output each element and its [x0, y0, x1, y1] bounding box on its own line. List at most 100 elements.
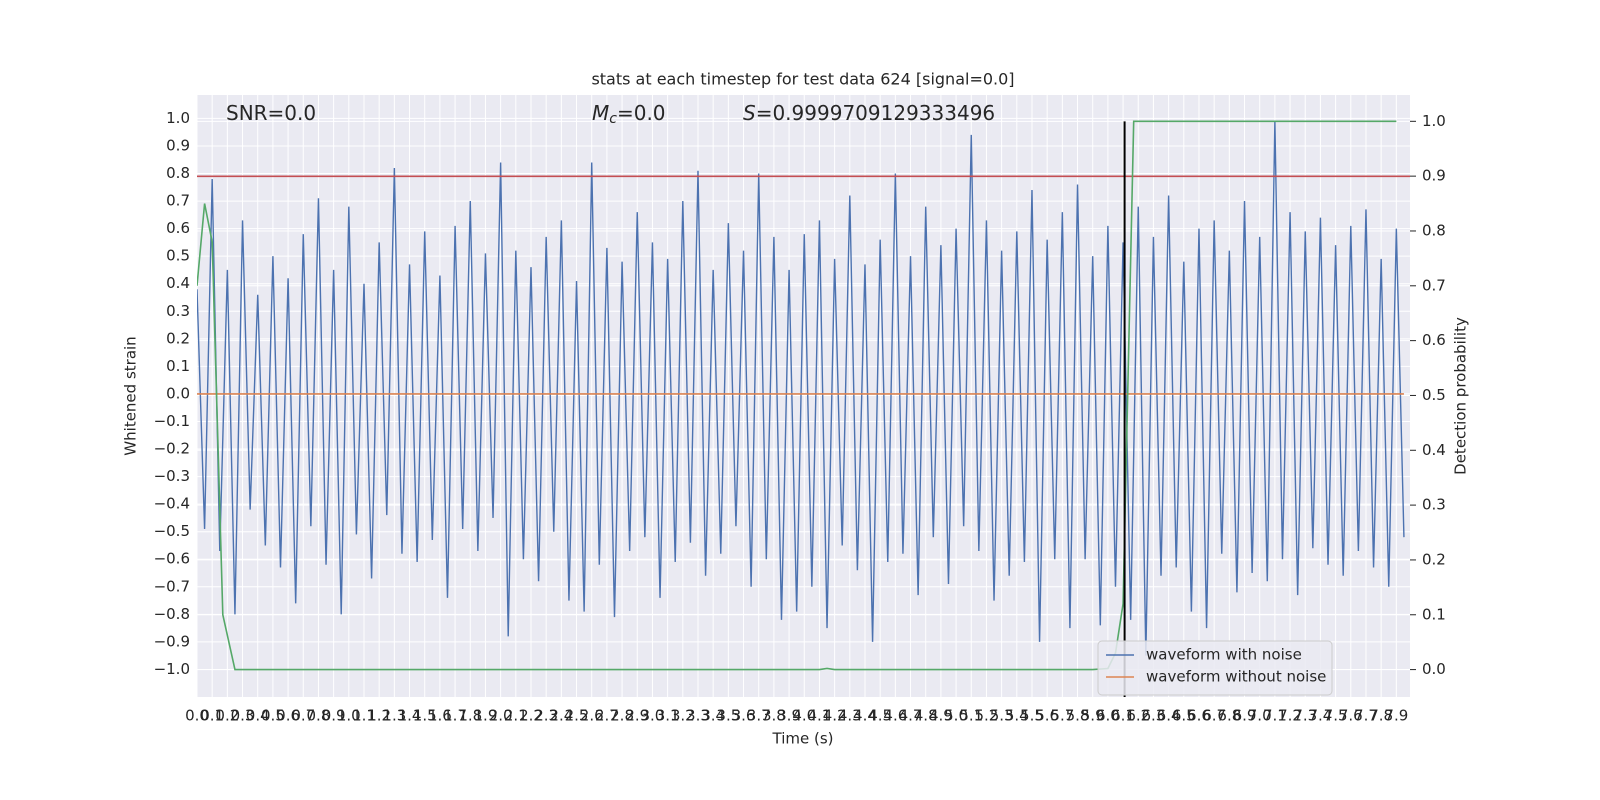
legend-label: waveform with noise — [1146, 646, 1302, 664]
x-tick-label: 6.5 — [1172, 707, 1196, 725]
x-tick-label: 2.5 — [565, 707, 589, 725]
annotation-subscript: c — [609, 111, 617, 127]
x-tick-label: 3.7 — [747, 707, 771, 725]
x-tick-label: 7.6 — [1339, 707, 1363, 725]
x-tick-label: 6.6 — [1187, 707, 1211, 725]
y-tick-label: −0.3 — [154, 467, 190, 485]
x-tick-label: 3.9 — [777, 707, 801, 725]
x-tick-label: 1.6 — [428, 707, 452, 725]
x-tick-label: 0.3 — [231, 707, 255, 725]
annotation-symbol: S — [743, 101, 756, 125]
y-tick-label: 0.9 — [166, 136, 190, 154]
annotation-text: =0.0 — [617, 101, 666, 125]
x-tick-label: 5.5 — [1020, 707, 1044, 725]
x-tick-label: 4.8 — [914, 707, 938, 725]
annotation-text: =0.9999709129333496 — [756, 101, 995, 125]
x-tick-label: 2.4 — [549, 707, 573, 725]
y2-tick-label: 1.0 — [1422, 112, 1446, 130]
x-tick-label: 4.3 — [838, 707, 862, 725]
x-tick-label: 0.0 — [185, 707, 209, 725]
chart-title: stats at each timestep for test data 624… — [591, 70, 1014, 89]
x-tick-label: 5.9 — [1081, 707, 1105, 725]
x-tick-label: 0.7 — [291, 707, 315, 725]
x-tick-label: 3.6 — [732, 707, 756, 725]
x-tick-label: 4.9 — [929, 707, 953, 725]
y-tick-label: 0.0 — [166, 384, 190, 402]
y2-tick-label: 0.0 — [1422, 660, 1446, 678]
annotation: Mc=0.0 — [592, 101, 666, 128]
x-tick-label: 1.9 — [474, 707, 498, 725]
x-tick-label: 4.0 — [792, 707, 816, 725]
x-tick-label: 5.7 — [1050, 707, 1074, 725]
x-tick-label: 7.5 — [1324, 707, 1348, 725]
x-tick-label: 0.1 — [200, 707, 224, 725]
x-tick-label: 1.3 — [382, 707, 406, 725]
y-tick-label: 0.3 — [166, 302, 190, 320]
y2-tick-label: 0.5 — [1422, 386, 1446, 404]
y-tick-label: −0.4 — [154, 495, 190, 513]
x-tick-label: 0.9 — [322, 707, 346, 725]
x-tick-label: 6.8 — [1217, 707, 1241, 725]
x-tick-label: 2.8 — [610, 707, 634, 725]
x-axis-label: Time (s) — [772, 730, 834, 748]
x-tick-label: 6.7 — [1202, 707, 1226, 725]
x-tick-label: 4.6 — [883, 707, 907, 725]
x-tick-label: 1.5 — [413, 707, 437, 725]
y-tick-label: 0.2 — [166, 329, 190, 347]
annotation: SNR=0.0 — [226, 101, 316, 125]
annotation: S=0.9999709129333496 — [743, 101, 995, 125]
x-tick-label: 2.9 — [625, 707, 649, 725]
x-tick-label: 5.1 — [959, 707, 983, 725]
x-tick-label: 7.1 — [1263, 707, 1287, 725]
y2-tick-label: 0.1 — [1422, 605, 1446, 623]
x-tick-label: 4.7 — [899, 707, 923, 725]
y2-tick-label: 0.4 — [1422, 441, 1446, 459]
y2-tick-label: 0.7 — [1422, 276, 1446, 294]
x-tick-label: 5.3 — [990, 707, 1014, 725]
x-tick-label: 7.7 — [1354, 707, 1378, 725]
x-tick-label: 1.7 — [443, 707, 467, 725]
x-tick-label: 5.4 — [1005, 707, 1029, 725]
y-tick-label: −0.7 — [154, 577, 190, 595]
annotation-symbol: M — [592, 101, 609, 125]
x-tick-label: 0.8 — [307, 707, 331, 725]
x-tick-label: 3.8 — [762, 707, 786, 725]
y-tick-label: −0.2 — [154, 440, 190, 458]
x-tick-label: 3.5 — [716, 707, 740, 725]
y-tick-label: 1.0 — [166, 109, 190, 127]
series-line — [197, 121, 1405, 656]
x-tick-label: 2.7 — [595, 707, 619, 725]
x-tick-label: 6.3 — [1142, 707, 1166, 725]
y-tick-label: 0.1 — [166, 357, 190, 375]
x-tick-label: 0.4 — [246, 707, 270, 725]
x-tick-label: 0.6 — [276, 707, 300, 725]
y-axis-label: Whitened strain — [122, 336, 140, 455]
legend-box — [1097, 640, 1333, 696]
x-tick-label: 7.3 — [1293, 707, 1317, 725]
y2-tick-label: 0.8 — [1422, 221, 1446, 239]
x-tick-label: 4.5 — [868, 707, 892, 725]
x-tick-label: 7.9 — [1384, 707, 1408, 725]
y-tick-label: −0.5 — [154, 522, 190, 540]
x-tick-label: 5.2 — [975, 707, 999, 725]
x-tick-label: 1.4 — [398, 707, 422, 725]
y-tick-label: 0.8 — [166, 164, 190, 182]
y2-tick-label: 0.6 — [1422, 331, 1446, 349]
x-tick-label: 6.4 — [1157, 707, 1181, 725]
x-tick-label: 1.0 — [337, 707, 361, 725]
x-tick-label: 5.0 — [944, 707, 968, 725]
x-tick-label: 7.4 — [1308, 707, 1332, 725]
x-tick-label: 6.1 — [1111, 707, 1135, 725]
annotation-text: SNR=0.0 — [226, 101, 316, 125]
y-tick-label: 0.7 — [166, 192, 190, 210]
x-tick-label: 7.2 — [1278, 707, 1302, 725]
x-tick-label: 6.2 — [1126, 707, 1150, 725]
x-tick-label: 3.2 — [671, 707, 695, 725]
x-tick-label: 3.0 — [641, 707, 665, 725]
x-tick-label: 2.6 — [580, 707, 604, 725]
x-tick-label: 3.4 — [701, 707, 725, 725]
y2-axis-label: Detection probability — [1452, 317, 1470, 475]
y2-tick-label: 0.3 — [1422, 496, 1446, 514]
